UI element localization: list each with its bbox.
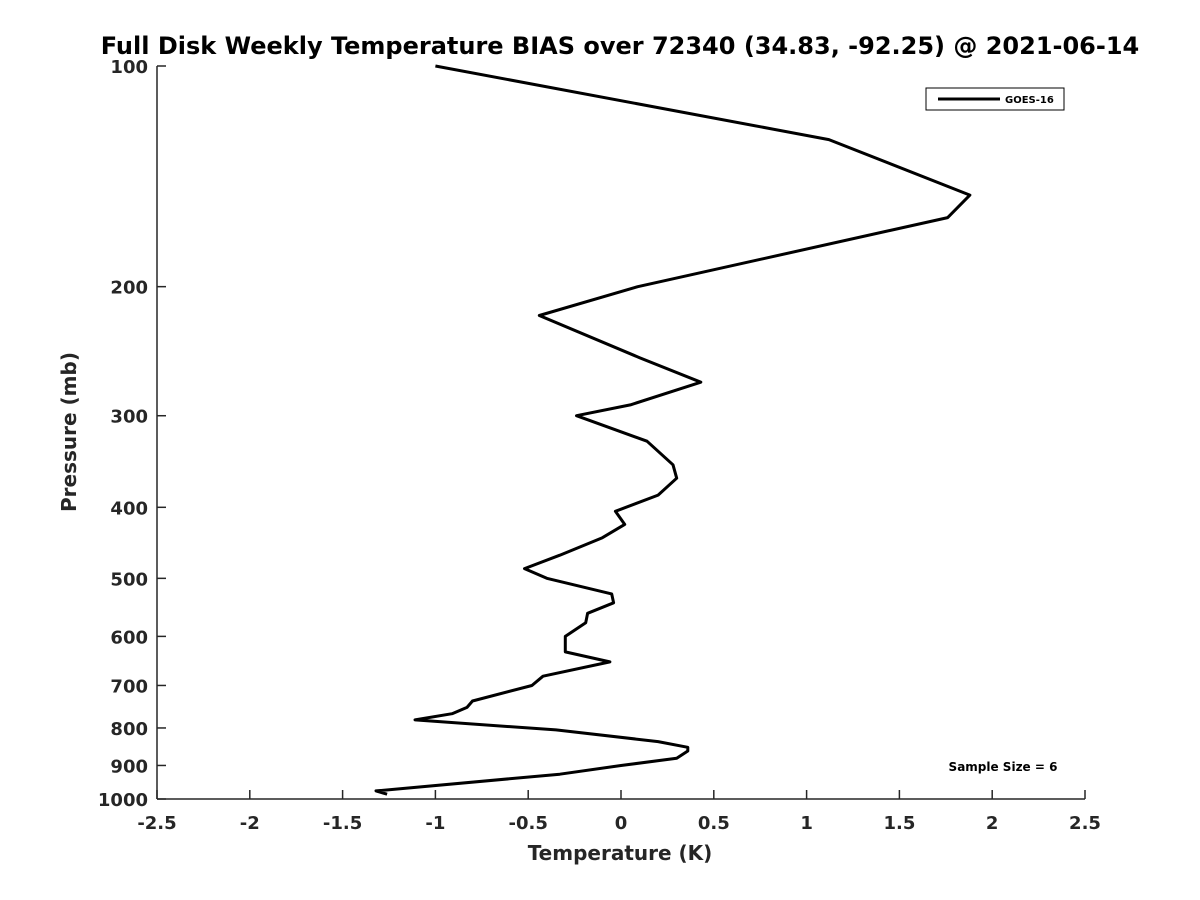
y-axis-label: Pressure (mb) xyxy=(57,352,81,512)
y-tick-label: 400 xyxy=(110,498,148,519)
legend: GOES-16 xyxy=(925,87,1065,111)
chart-title: Full Disk Weekly Temperature BIAS over 7… xyxy=(101,32,1140,60)
y-tick-label: 600 xyxy=(110,627,148,648)
x-tick-label: 0.5 xyxy=(698,813,730,834)
x-tick-label: -2 xyxy=(240,813,260,834)
x-tick-label: 2.5 xyxy=(1069,813,1101,834)
y-tick-label: 700 xyxy=(110,676,148,697)
y-tick-label: 200 xyxy=(110,278,148,299)
x-tick-label: 1.5 xyxy=(883,813,915,834)
ticks: -2.5 -2 -1.5 -1 -0.5 0 0.5 1 1.5 2 2.5 100 200 300 400… xyxy=(98,57,1101,834)
y-tick-label: 300 xyxy=(110,407,148,428)
x-tick-label: 1 xyxy=(800,813,813,834)
y-tick-label: 900 xyxy=(110,756,148,777)
legend-label-goes-16: GOES-16 xyxy=(1005,95,1054,106)
y-tick-label: 1000 xyxy=(98,790,148,811)
x-tick-label: 2 xyxy=(986,813,999,834)
y-tick-label: 800 xyxy=(110,719,148,740)
x-tick-label: -0.5 xyxy=(509,813,548,834)
series-line-goes-16 xyxy=(374,64,972,796)
sample-size-annotation: Sample Size = 6 xyxy=(949,760,1058,774)
x-tick-label: -1.5 xyxy=(323,813,362,834)
x-tick-label: -2.5 xyxy=(137,813,176,834)
y-tick-label: 100 xyxy=(110,57,148,78)
y-tick-label: 500 xyxy=(110,569,148,590)
x-tick-label: -1 xyxy=(425,813,445,834)
x-tick-label: 0 xyxy=(615,813,628,834)
x-axis-label: Temperature (K) xyxy=(528,841,713,865)
